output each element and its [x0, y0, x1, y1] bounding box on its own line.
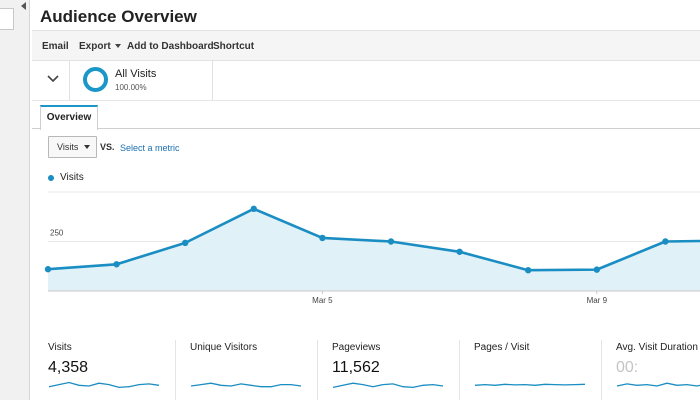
x-tick-label: Mar 5 [312, 296, 333, 305]
data-point [525, 267, 532, 274]
sparkline-path [332, 382, 444, 389]
legend-dot-icon [48, 175, 54, 181]
chevron-down-icon [47, 75, 59, 83]
segment-name[interactable]: All Visits [115, 68, 157, 80]
scorecard-divider [317, 340, 318, 400]
data-point [662, 238, 669, 245]
scorecard-unique-visitors[interactable]: Unique Visitors [174, 330, 304, 400]
sparkline [190, 382, 302, 388]
scorecard-value: 4,358 [48, 359, 89, 376]
scorecard-avg-visit-duration[interactable]: Avg. Visit Duration 00: [600, 330, 700, 400]
sparkline [48, 381, 160, 389]
shortcut-button[interactable]: Shortcut [213, 41, 255, 52]
scorecard-pageviews[interactable]: Pageviews 11,562 [316, 330, 446, 400]
email-button[interactable]: Email [42, 41, 69, 52]
tab-overview[interactable]: Overview [40, 105, 98, 130]
x-tick-label: Mar 9 [587, 296, 608, 305]
y-tick-label: 500 [50, 186, 64, 188]
data-point [387, 238, 395, 245]
segment-ring-icon [83, 67, 108, 92]
sparkline [474, 383, 586, 386]
data-point [456, 248, 463, 255]
visits-chart: 500 250 Mar 5 Mar 9 [32, 186, 700, 306]
sparkline [332, 382, 444, 389]
data-point [113, 261, 120, 268]
sparkline-path [474, 383, 586, 386]
scorecard-label: Unique Visitors [190, 342, 258, 353]
y-tick-label: 250 [50, 229, 64, 238]
scorecard-divider [459, 340, 460, 400]
sparkline-path [48, 381, 160, 389]
scorecard-divider [175, 340, 176, 400]
collapse-sidebar-icon[interactable] [21, 2, 26, 10]
chevron-down-icon [114, 44, 121, 48]
segment-divider [212, 61, 213, 101]
export-button[interactable]: Export [79, 41, 121, 52]
data-point [44, 266, 52, 273]
report-tabs: Overview [32, 101, 700, 130]
legend-label: Visits [60, 172, 84, 183]
scorecard-pages-visit[interactable]: Pages / Visit [458, 330, 588, 400]
select-metric-link[interactable]: Select a metric [120, 143, 180, 153]
data-point [593, 266, 600, 273]
series-line-visits [47, 207, 700, 272]
left-rail [0, 0, 30, 400]
sparkline-path [616, 382, 700, 387]
page-title: Audience Overview [40, 7, 197, 26]
metric-select[interactable]: Visits [48, 136, 97, 158]
main-panel: Audience Overview Email Export Add to Da… [32, 0, 700, 400]
export-label: Export [79, 41, 111, 52]
report-toolbar: Email Export Add to Dashboard Shortcut [32, 30, 700, 61]
sparkline-path [190, 382, 302, 388]
segment-toggle-button[interactable] [40, 61, 70, 101]
data-point [319, 234, 326, 242]
scorecard-value: 11,562 [332, 359, 380, 376]
scorecard-visits[interactable]: Visits 4,358 [32, 330, 162, 400]
data-point [250, 205, 257, 213]
segment-bar: All Visits 100.00% [32, 61, 700, 101]
add-to-dashboard-button[interactable]: Add to Dashboard [127, 41, 214, 52]
visits-chart-svg: 500 250 Mar 5 Mar 9 [44, 186, 700, 305]
scorecards: Visits 4,358 Unique Visitors Pageviews 11,56… [32, 330, 700, 400]
scorecard-label: Avg. Visit Duration [616, 342, 698, 353]
vs-label: VS. [100, 142, 115, 152]
caret-down-icon [84, 145, 91, 149]
scorecard-label: Visits [48, 342, 72, 353]
rail-panel-edge [0, 8, 14, 30]
segment-percent: 100.00% [115, 83, 147, 92]
scorecard-value: 00: [616, 359, 639, 376]
series-area [48, 208, 700, 291]
scorecard-label: Pageviews [332, 342, 381, 353]
metric-select-value: Visits [57, 142, 79, 152]
sparkline [616, 382, 700, 387]
data-point [182, 239, 189, 247]
scorecard-divider [601, 340, 602, 400]
scorecard-label: Pages / Visit [474, 342, 530, 353]
